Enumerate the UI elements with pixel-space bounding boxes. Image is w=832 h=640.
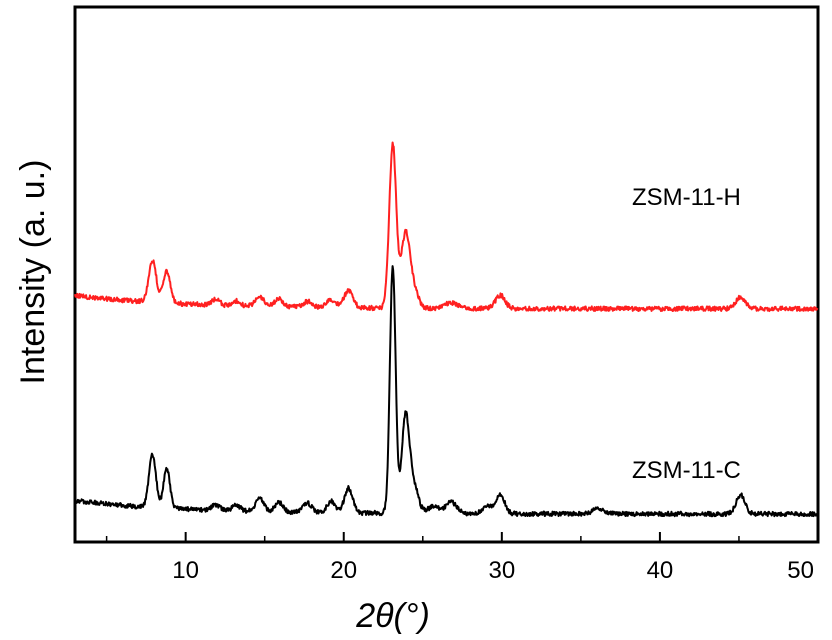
x-tick-label: 50 [787, 557, 814, 584]
series-layer [74, 141, 819, 518]
series-label-0: ZSM-11-H [632, 184, 741, 211]
x-tick-label: 30 [488, 557, 515, 584]
series-line-0 [74, 141, 819, 313]
x-tick-label: 20 [330, 557, 357, 584]
y-axis-title: Intensity (a. u.) [14, 160, 52, 385]
x-tick-label: 40 [647, 557, 674, 584]
series-labels: ZSM-11-H ZSM-11-C [632, 184, 741, 484]
series-label-1: ZSM-11-C [632, 457, 741, 484]
x-axis-title: 2θ(°) [355, 597, 430, 635]
series-line-1 [74, 265, 818, 518]
axis-ticks: 10 20 30 40 50 [105, 532, 819, 584]
x-tick-label: 10 [172, 557, 199, 584]
plot-frame [73, 5, 820, 544]
